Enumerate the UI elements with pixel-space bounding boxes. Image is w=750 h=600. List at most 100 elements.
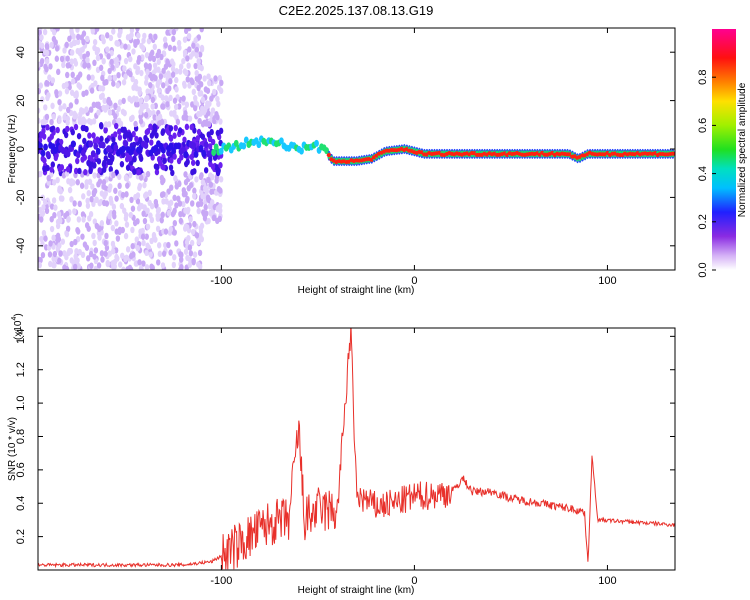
spectrogram-noise-cell	[124, 191, 129, 198]
spectrogram-noise-cell	[75, 28, 80, 33]
spectrogram-noise-cell	[123, 57, 129, 65]
spectrogram-noise-cell	[206, 121, 212, 128]
snr-ytick-label: 0.4	[15, 496, 27, 511]
spectrogram-noise-cell	[49, 133, 54, 140]
spectrogram-noise-cell	[151, 55, 157, 63]
spectrogram-noise-cell	[144, 249, 149, 257]
spectrogram-noise-cell	[38, 107, 41, 114]
spectrogram-noise-cell	[49, 166, 54, 173]
spectrogram-noise-cell	[117, 134, 123, 141]
spectrogram-noise-cell	[147, 189, 152, 197]
spectrogram-noise-cell	[192, 251, 198, 258]
spectrogram-noise-cell	[44, 113, 50, 121]
spectrogram-noise-cell	[100, 256, 105, 263]
spectrogram-noise-cell	[117, 173, 122, 181]
spectrogram-noise-cell	[194, 46, 200, 54]
spectrogram-noise-cell	[102, 97, 107, 105]
spectrogram-noise-cell	[188, 216, 193, 223]
spectrogram-noise-cell	[108, 183, 113, 190]
spectrogram-noise-cell	[181, 80, 187, 88]
spectrogram-xtick-label: -100	[210, 275, 232, 287]
spectrogram-noise-cell	[64, 87, 70, 95]
spectrogram-noise-cell	[55, 218, 61, 226]
spectrogram-noise-cell	[152, 43, 157, 51]
spectrogram-noise-cell	[181, 57, 186, 65]
spectrogram-noise-cell	[145, 207, 150, 214]
spectrogram-noise-cell	[51, 197, 57, 204]
spectrogram-noise-cell	[172, 194, 177, 202]
spectrogram-noise-cell	[68, 102, 74, 109]
snr-multiplier-exp: 4	[11, 317, 18, 321]
spectrogram-noise-cell	[213, 75, 218, 82]
spectrogram-noise-cell	[84, 89, 89, 96]
spectrogram-noise-cell	[144, 129, 149, 136]
spectrogram-noise-cell	[57, 257, 62, 264]
spectrogram-noise-cell	[196, 201, 201, 208]
spectrogram-noise-cell	[159, 53, 164, 61]
spectrogram-noise-cell	[100, 34, 105, 41]
spectrogram-noise-cell	[40, 96, 45, 103]
spectrogram-noise-cell	[61, 61, 66, 69]
spectrogram-noise-cell	[198, 232, 203, 239]
spectrogram-noise-cell	[105, 32, 110, 39]
spectrogram-noise-cell	[125, 182, 130, 189]
spectrogram-noise-cell	[65, 225, 71, 233]
spectrogram-noise-cell	[188, 250, 194, 257]
spectrogram-noise-cell	[44, 43, 50, 50]
spectrogram-noise-cell	[218, 118, 223, 125]
spectrogram-ridge-cell	[65, 150, 71, 158]
spectrogram-noise-cell	[185, 55, 190, 62]
spectrogram-noise-cell	[147, 199, 152, 207]
spectrogram-ridge-cell	[183, 151, 189, 159]
spectrogram-noise-cell	[123, 73, 128, 80]
spectrogram-noise-cell	[88, 106, 94, 113]
spectrogram-noise-cell	[175, 118, 181, 126]
snr-frame	[37, 327, 676, 571]
snr-ytick-label: 1.0	[15, 395, 27, 410]
spectrogram-noise-cell	[53, 204, 58, 211]
spectrogram-noise-cell	[121, 266, 126, 270]
spectrogram-noise-cell	[207, 203, 213, 210]
spectrogram-noise-cell	[38, 82, 44, 89]
spectrogram-noise-cell	[172, 132, 177, 139]
spectrogram-noise-cell	[81, 30, 87, 37]
spectrogram-noise-cell	[165, 87, 170, 95]
spectrogram-noise-cell	[69, 49, 75, 56]
spectrogram-noise-cell	[187, 244, 193, 251]
spectrogram-noise-cell	[219, 79, 224, 87]
spectrogram-noise-cell	[127, 172, 133, 179]
spectrogram-ridge-cell	[324, 147, 329, 155]
spectrogram-noise-cell	[107, 67, 112, 75]
spectrogram-noise-cell	[97, 167, 102, 174]
spectrogram-noise-cell	[38, 256, 43, 264]
spectrogram-noise-cell	[81, 216, 86, 223]
spectrogram-noise-cell	[200, 133, 206, 140]
spectrogram-ridge-cell	[40, 149, 46, 157]
spectrogram-noise-cell	[198, 173, 204, 181]
spectrogram-noise-cell	[48, 240, 53, 247]
spectrogram-noise-cell	[122, 126, 127, 134]
spectrogram-noise-cell	[197, 117, 202, 125]
spectrogram-noise-cell	[160, 211, 165, 219]
spectrogram-noise-cell	[115, 61, 120, 69]
spectrogram-ridge-cell	[168, 142, 174, 150]
spectrogram-noise-cell	[64, 41, 69, 49]
spectrogram-noise-cell	[109, 58, 114, 66]
colorbar-tick-label: 0.2	[697, 214, 709, 229]
spectrogram-noise-cell	[172, 219, 178, 227]
spectrogram-noise-cell	[101, 183, 107, 190]
spectrogram-noise-cell	[198, 225, 203, 232]
spectrogram-noise-cell	[58, 138, 64, 146]
spectrogram-noise-cell	[130, 75, 135, 83]
spectrogram-noise-cell	[198, 51, 203, 58]
spectrogram-noise-cell	[67, 186, 73, 194]
spectrogram-noise-cell	[189, 123, 194, 131]
spectrogram-noise-cell	[112, 258, 118, 266]
spectrogram-noise-cell	[169, 58, 175, 65]
spectrogram-noise-cell	[178, 210, 183, 218]
spectrogram-noise-cell	[207, 143, 213, 150]
spectrogram-noise-cell	[157, 113, 163, 121]
spectrogram-noise-cell	[41, 127, 46, 135]
spectrogram-noise-cell	[195, 135, 200, 142]
spectrogram-noise-cell	[46, 174, 51, 182]
